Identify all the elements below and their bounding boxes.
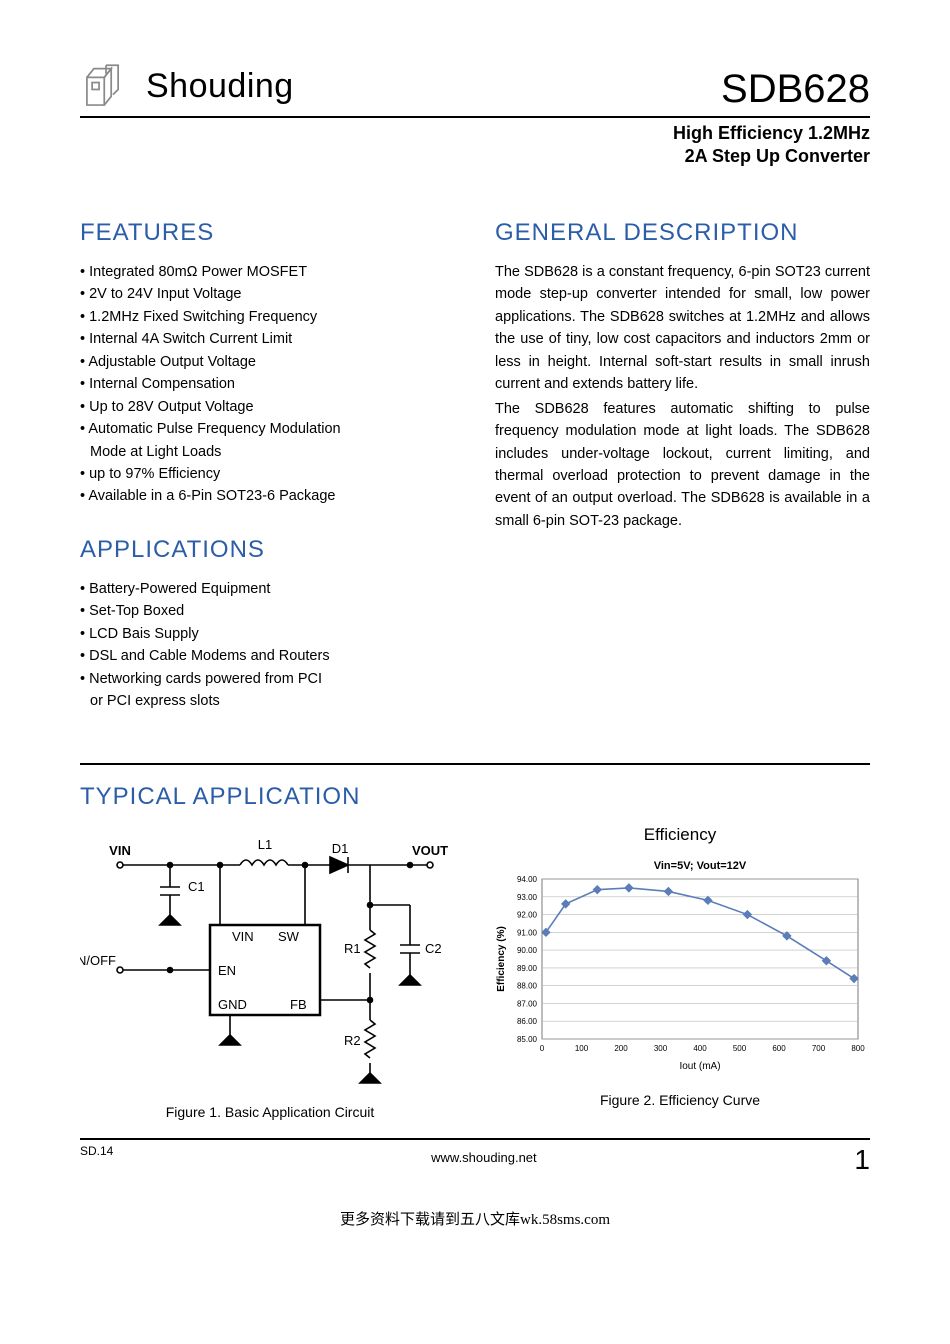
svg-text:92.00: 92.00 xyxy=(517,910,538,919)
label-r2: R2 xyxy=(344,1033,361,1048)
list-item: Internal 4A Switch Current Limit xyxy=(80,328,455,350)
list-item: Available in a 6-Pin SOT23-6 Package xyxy=(80,485,455,507)
list-item: 1.2MHz Fixed Switching Frequency xyxy=(80,306,455,328)
svg-text:200: 200 xyxy=(614,1044,628,1053)
list-item: Mode at Light Loads xyxy=(80,441,455,463)
svg-text:400: 400 xyxy=(693,1044,707,1053)
list-item: Integrated 80mΩ Power MOSFET xyxy=(80,261,455,283)
list-item: Networking cards powered from PCI xyxy=(80,668,455,690)
svg-text:Efficiency (%): Efficiency (%) xyxy=(496,926,507,992)
chart-block: Efficiency 85.00 86.00 87.00 88.00 89.00 90.0… xyxy=(490,825,870,1108)
label-d1: D1 xyxy=(332,841,349,856)
list-item: Adjustable Output Voltage xyxy=(80,351,455,373)
label-vout: VOUT xyxy=(412,843,448,858)
pin-gnd: GND xyxy=(218,997,247,1012)
footer-rev: SD.14 xyxy=(80,1144,113,1158)
page-footer: SD.14 www.shouding.net 1 xyxy=(80,1140,870,1176)
list-item: Up to 28V Output Voltage xyxy=(80,396,455,418)
svg-text:87.00: 87.00 xyxy=(517,999,538,1008)
svg-text:88.00: 88.00 xyxy=(517,981,538,990)
part-number: SDB628 xyxy=(721,67,870,112)
circuit-diagram: VIN VOUT ON/OFF L1 D1 C1 C2 R1 R2 VIN SW… xyxy=(80,825,460,1085)
subtitle: High Efficiency 1.2MHz 2A Step Up Conver… xyxy=(80,122,870,169)
section-divider xyxy=(80,763,870,765)
label-vin: VIN xyxy=(109,843,131,858)
label-r1: R1 xyxy=(344,941,361,956)
list-item: or PCI express slots xyxy=(80,690,455,712)
page-header: Shouding SDB628 xyxy=(80,60,870,118)
figure2-caption: Figure 2. Efficiency Curve xyxy=(490,1092,870,1108)
svg-text:90.00: 90.00 xyxy=(517,946,538,955)
pin-en: EN xyxy=(218,963,236,978)
list-item: 2V to 24V Input Voltage xyxy=(80,283,455,305)
label-onoff: ON/OFF xyxy=(80,953,116,968)
label-c2: C2 xyxy=(425,941,442,956)
description-p2: The SDB628 features automatic shifting t… xyxy=(495,398,870,533)
label-l1: L1 xyxy=(258,837,272,852)
svg-text:700: 700 xyxy=(812,1044,826,1053)
list-item: Automatic Pulse Frequency Modulation xyxy=(80,418,455,440)
svg-text:800: 800 xyxy=(851,1044,865,1053)
features-heading: FEATURES xyxy=(80,219,455,247)
description-text: The SDB628 is a constant frequency, 6-pi… xyxy=(495,261,870,533)
subtitle-line2: 2A Step Up Converter xyxy=(685,146,870,166)
svg-text:600: 600 xyxy=(772,1044,786,1053)
description-p1: The SDB628 is a constant frequency, 6-pi… xyxy=(495,261,870,396)
left-column: FEATURES Integrated 80mΩ Power MOSFET2V … xyxy=(80,209,455,713)
typical-heading: TYPICAL APPLICATION xyxy=(80,783,870,811)
svg-text:0: 0 xyxy=(540,1044,545,1053)
features-list: Integrated 80mΩ Power MOSFET2V to 24V In… xyxy=(80,261,455,508)
description-heading: GENERAL DESCRIPTION xyxy=(495,219,870,247)
circuit-block: VIN VOUT ON/OFF L1 D1 C1 C2 R1 R2 VIN SW… xyxy=(80,825,460,1120)
svg-text:93.00: 93.00 xyxy=(517,893,538,902)
list-item: Set-Top Boxed xyxy=(80,600,455,622)
right-column: GENERAL DESCRIPTION The SDB628 is a cons… xyxy=(495,209,870,713)
bottom-note: 更多资料下载请到五八文库wk.58sms.com xyxy=(0,1208,950,1229)
svg-text:100: 100 xyxy=(575,1044,589,1053)
footer-page-number: 1 xyxy=(854,1144,870,1176)
brand-block: Shouding xyxy=(80,60,294,112)
brand-logo-icon xyxy=(80,60,132,112)
chart-title: Efficiency xyxy=(490,825,870,845)
label-c1: C1 xyxy=(188,879,205,894)
figure1-caption: Figure 1. Basic Application Circuit xyxy=(80,1104,460,1120)
pin-vin: VIN xyxy=(232,929,254,944)
list-item: up to 97% Efficiency xyxy=(80,463,455,485)
list-item: Battery-Powered Equipment xyxy=(80,578,455,600)
applications-heading: APPLICATIONS xyxy=(80,536,455,564)
list-item: Internal Compensation xyxy=(80,373,455,395)
footer-url: www.shouding.net xyxy=(431,1144,537,1165)
pin-sw: SW xyxy=(278,929,300,944)
svg-text:94.00: 94.00 xyxy=(517,875,538,884)
svg-text:86.00: 86.00 xyxy=(517,1017,538,1026)
brand-name: Shouding xyxy=(146,67,294,106)
svg-text:300: 300 xyxy=(654,1044,668,1053)
subtitle-line1: High Efficiency 1.2MHz xyxy=(673,123,870,143)
list-item: DSL and Cable Modems and Routers xyxy=(80,645,455,667)
svg-text:91.00: 91.00 xyxy=(517,928,538,937)
svg-text:89.00: 89.00 xyxy=(517,964,538,973)
list-item: LCD Bais Supply xyxy=(80,623,455,645)
svg-text:Iout (mA): Iout (mA) xyxy=(679,1061,720,1072)
svg-text:Vin=5V; Vout=12V: Vin=5V; Vout=12V xyxy=(654,860,747,872)
pin-fb: FB xyxy=(290,997,307,1012)
applications-list: Battery-Powered EquipmentSet-Top BoxedLC… xyxy=(80,578,455,713)
svg-text:85.00: 85.00 xyxy=(517,1035,538,1044)
svg-text:500: 500 xyxy=(733,1044,747,1053)
efficiency-chart: 85.00 86.00 87.00 88.00 89.00 90.00 91.00 92.00… xyxy=(490,853,870,1073)
